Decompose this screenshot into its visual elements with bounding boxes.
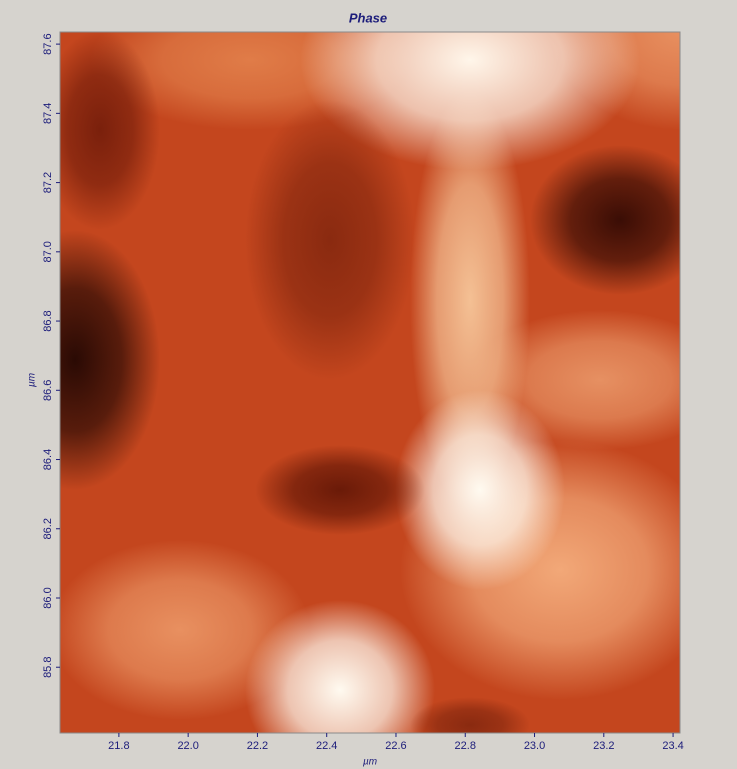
x-tick-label: 22.2: [247, 740, 268, 752]
y-tick-label: 87.2: [42, 172, 54, 193]
y-tick-label: 86.2: [42, 518, 54, 539]
phase-image: [0, 0, 737, 769]
y-tick-label: 85.8: [42, 657, 54, 678]
y-tick-label: 87.6: [42, 33, 54, 54]
x-tick-label: 22.0: [177, 740, 198, 752]
phase-region: [245, 100, 415, 380]
chart-title: Phase: [349, 10, 387, 25]
y-tick-label: 87.4: [42, 103, 54, 124]
x-tick-label: 22.4: [316, 740, 337, 752]
x-tick-label: 21.8: [108, 740, 129, 752]
phase-region: [255, 445, 425, 535]
y-tick-label: 86.8: [42, 310, 54, 331]
y-tick-label: 86.4: [42, 449, 54, 470]
y-axis-label: µm: [27, 373, 38, 387]
x-tick-label: 22.8: [455, 740, 476, 752]
x-tick-label: 23.0: [524, 740, 545, 752]
y-tick-label: 87.0: [42, 241, 54, 262]
x-axis-label: µm: [363, 757, 377, 768]
x-tick-label: 23.4: [662, 740, 683, 752]
phase-region: [40, 30, 160, 230]
chart: Phase µm µm 21.8 22.0 22.2 22.4 22.6 22.8 23.0…: [0, 0, 737, 769]
y-tick-label: 86.0: [42, 587, 54, 608]
y-tick-label: 86.6: [42, 380, 54, 401]
phase-region: [530, 145, 710, 295]
x-tick-label: 23.2: [593, 740, 614, 752]
x-tick-label: 22.6: [385, 740, 406, 752]
